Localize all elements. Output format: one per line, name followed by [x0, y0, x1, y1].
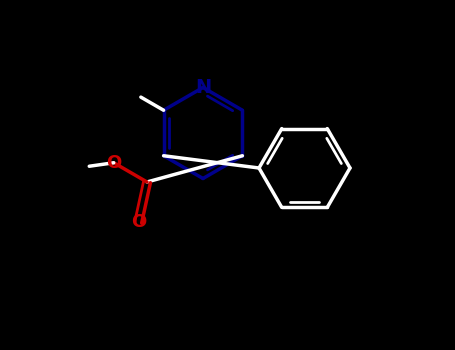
Text: O: O — [106, 154, 121, 172]
Text: O: O — [131, 213, 146, 231]
Text: N: N — [195, 78, 211, 97]
